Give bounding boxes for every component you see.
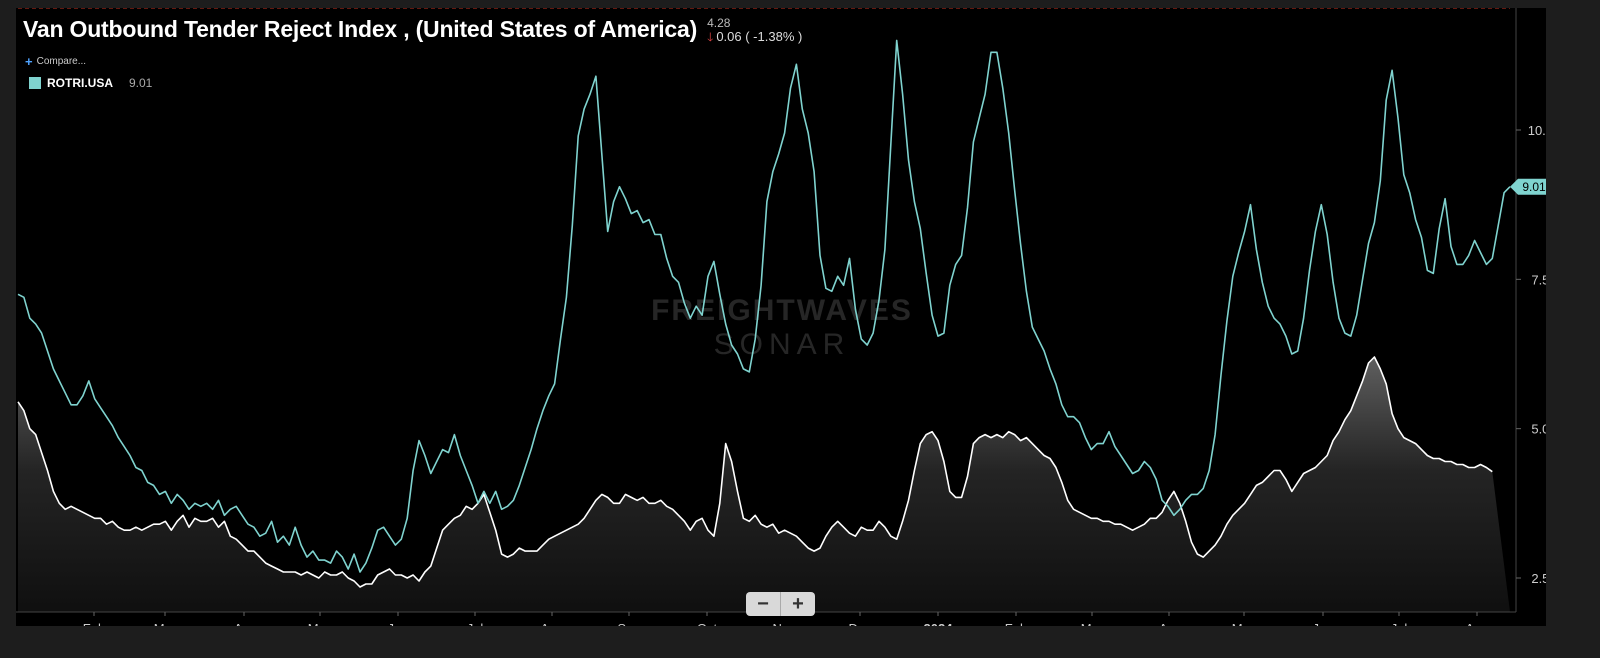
series-2-line: [17, 356, 1493, 588]
x-tick-label: Oct: [697, 621, 718, 626]
x-tick-label: Feb: [1005, 621, 1027, 626]
y-tick-label: 5.00: [1531, 422, 1546, 437]
x-tick-label: Apr: [1159, 621, 1180, 626]
series-2-area: [18, 357, 1510, 612]
x-tick-label: Aug: [540, 621, 563, 626]
y-tick-label: 2.50: [1531, 571, 1546, 586]
x-tick-label: May: [308, 621, 333, 626]
x-tick-label: Mar: [1081, 621, 1104, 626]
header: Van Outbound Tender Reject Index , (Unit…: [23, 16, 802, 44]
legend-value: 9.01: [129, 76, 153, 90]
x-tick-label: Dec: [848, 621, 872, 626]
watermark-line2: SONAR: [714, 328, 851, 361]
zoom-out-button[interactable]: −: [746, 592, 781, 616]
x-tick-label: Nov: [772, 621, 796, 626]
zoom-in-button[interactable]: +: [792, 592, 804, 615]
x-tick-label: Apr: [234, 621, 255, 626]
header-change: 🡓 0.06 ( -1.38% ): [707, 29, 803, 45]
zoom-controls: − +: [746, 592, 815, 616]
y-tick-label: 7.50: [1531, 272, 1546, 287]
last-value-badge-teal: 9.01: [1510, 178, 1546, 195]
x-tick-label: Mar: [154, 621, 177, 626]
x-tick-label: Sep: [617, 621, 640, 626]
plus-icon: +: [25, 54, 33, 69]
y-tick-label: 10.00: [1528, 123, 1546, 138]
series-rotri-line: [17, 39, 1511, 573]
x-tick-label: Jun: [388, 621, 409, 626]
compare-label: Compare...: [36, 56, 87, 67]
watermark-line1: FREIGHTWAVES: [651, 294, 913, 327]
x-tick-label: Jul: [467, 621, 484, 626]
legend-swatch: [29, 77, 41, 89]
x-tick-label: 2024: [924, 621, 954, 626]
x-tick-label: Jun: [1313, 621, 1334, 626]
x-tick-label: Feb: [83, 621, 105, 626]
legend-name: ROTRI.USA: [47, 76, 113, 90]
x-tick-label: May: [1232, 621, 1257, 626]
svg-text:9.01: 9.01: [1522, 180, 1546, 194]
header-change-text: 0.06 ( -1.38% ): [716, 29, 803, 45]
svg-text:4.28: 4.28: [1522, 8, 1546, 11]
chart-title: Van Outbound Tender Reject Index , (Unit…: [23, 16, 698, 42]
last-value-badge-red: 4.28: [1522, 8, 1546, 11]
x-tick-label: Aug: [1465, 621, 1488, 626]
legend-item[interactable]: ROTRI.USA 9.01: [29, 76, 152, 90]
compare-button[interactable]: + Compare...: [25, 54, 86, 69]
change-box: 4.28 🡓 0.06 ( -1.38% ): [707, 16, 803, 45]
header-last-value: 4.28: [707, 16, 731, 30]
x-tick-label: Jul: [1391, 621, 1408, 626]
arrow-down-icon: 🡓: [707, 29, 714, 44]
